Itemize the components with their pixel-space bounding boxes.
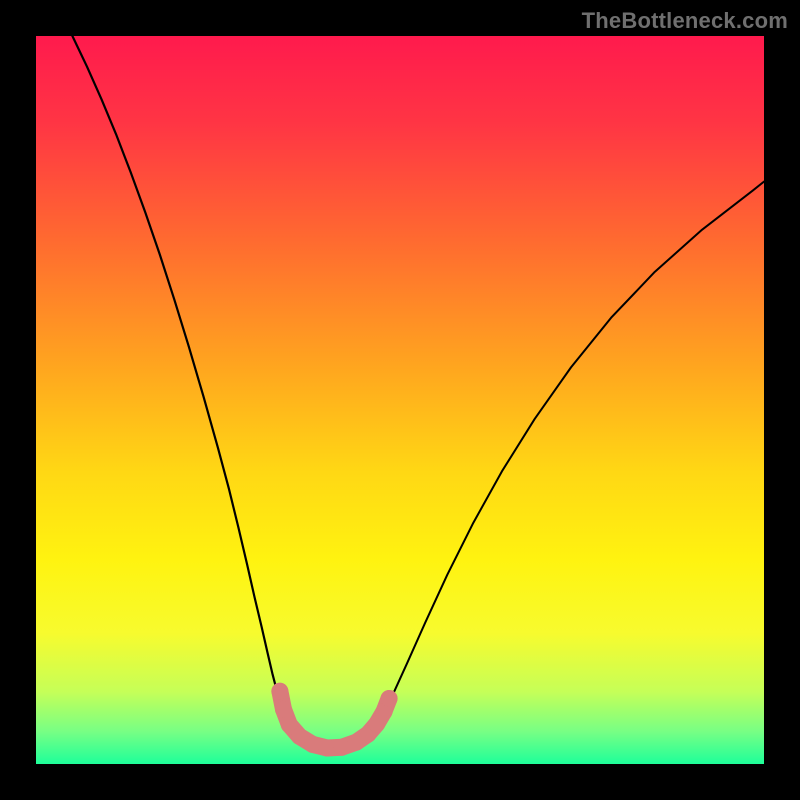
chart-svg bbox=[36, 36, 764, 764]
marker-dot bbox=[304, 736, 321, 753]
marker-dot bbox=[381, 690, 398, 707]
watermark-label: TheBottleneck.com bbox=[582, 8, 788, 34]
gradient-background bbox=[36, 36, 764, 764]
marker-dot bbox=[319, 739, 336, 756]
marker-dot bbox=[275, 701, 292, 718]
marker-dot bbox=[271, 683, 288, 700]
marker-dot bbox=[333, 739, 350, 756]
chart-plot-area bbox=[36, 36, 764, 764]
